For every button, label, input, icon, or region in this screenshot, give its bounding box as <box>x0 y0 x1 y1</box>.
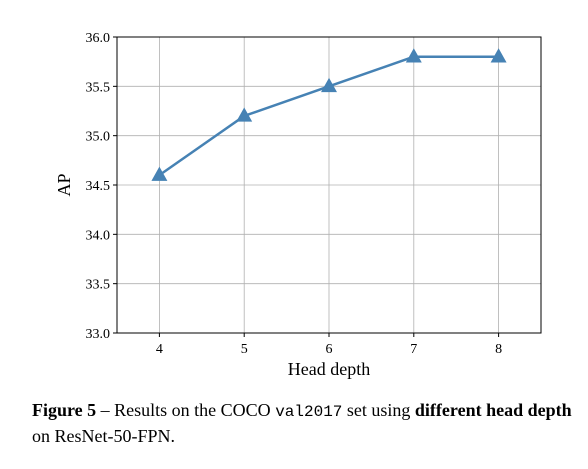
x-axis-label: Head depth <box>288 359 370 379</box>
data-point-marker <box>321 77 337 93</box>
data-point-marker <box>151 166 168 181</box>
caption-text-1: – Results on the COCO <box>96 400 276 420</box>
data-point-marker <box>490 48 507 63</box>
caption-text-3: on ResNet-50-FPN. <box>32 426 175 446</box>
data-point-marker <box>236 107 253 122</box>
x-tick-label: 8 <box>495 342 502 357</box>
caption-figure-label: Figure 5 <box>32 400 97 420</box>
caption-bold-text: different head depth <box>414 400 572 420</box>
line-chart: 4 5 6 7 8 33.0 33.5 34.0 34.5 35.0 35.5 36.0 Head … <box>54 31 542 379</box>
data-point-marker <box>405 48 422 63</box>
y-tick-label: 33.0 <box>86 327 111 342</box>
y-axis-label: AP <box>54 173 74 196</box>
x-axis-ticks: 4 5 6 7 8 <box>156 333 502 357</box>
y-tick-label: 33.5 <box>86 278 111 293</box>
y-tick-label: 35.5 <box>86 80 111 95</box>
y-tick-label: 35.0 <box>86 130 111 145</box>
y-tick-label: 36.0 <box>86 31 111 46</box>
y-axis-ticks: 33.0 33.5 34.0 34.5 35.0 35.5 36.0 <box>86 31 117 342</box>
caption-text-2: set using <box>342 400 415 420</box>
y-tick-label: 34.0 <box>86 228 111 243</box>
x-tick-label: 4 <box>156 342 163 357</box>
x-tick-label: 5 <box>241 342 248 357</box>
series-layer <box>151 48 507 181</box>
y-tick-label: 34.5 <box>86 179 111 194</box>
figure-caption: Figure 5 – Results on the COCO val2017 s… <box>32 398 584 448</box>
x-tick-label: 6 <box>326 342 333 357</box>
x-tick-label: 7 <box>410 342 417 357</box>
caption-code: val2017 <box>275 403 343 421</box>
